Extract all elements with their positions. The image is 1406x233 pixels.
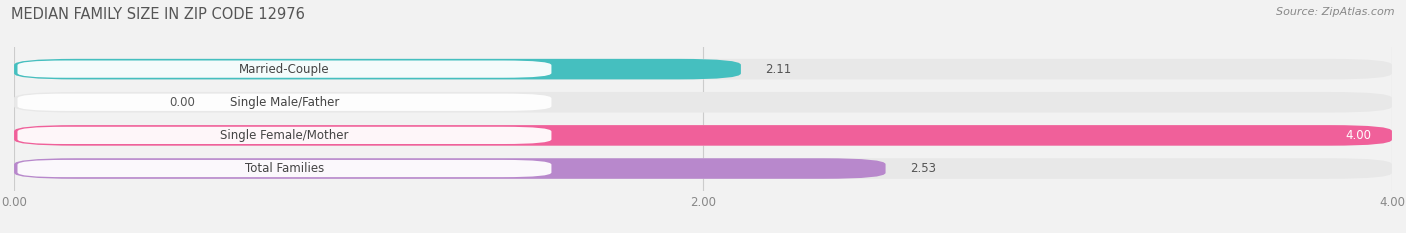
FancyBboxPatch shape: [14, 92, 1392, 113]
Text: Married-Couple: Married-Couple: [239, 63, 330, 76]
Text: 2.53: 2.53: [910, 162, 935, 175]
Text: Total Families: Total Families: [245, 162, 325, 175]
Text: 0.00: 0.00: [169, 96, 195, 109]
FancyBboxPatch shape: [14, 59, 741, 79]
Text: 2.11: 2.11: [765, 63, 792, 76]
Text: MEDIAN FAMILY SIZE IN ZIP CODE 12976: MEDIAN FAMILY SIZE IN ZIP CODE 12976: [11, 7, 305, 22]
FancyBboxPatch shape: [17, 160, 551, 177]
Text: Single Female/Mother: Single Female/Mother: [221, 129, 349, 142]
Text: Source: ZipAtlas.com: Source: ZipAtlas.com: [1277, 7, 1395, 17]
FancyBboxPatch shape: [17, 61, 551, 78]
FancyBboxPatch shape: [17, 94, 551, 111]
Text: Single Male/Father: Single Male/Father: [229, 96, 339, 109]
FancyBboxPatch shape: [14, 158, 886, 179]
FancyBboxPatch shape: [14, 125, 1392, 146]
FancyBboxPatch shape: [14, 158, 1392, 179]
FancyBboxPatch shape: [14, 125, 1392, 146]
Text: 4.00: 4.00: [1346, 129, 1371, 142]
FancyBboxPatch shape: [14, 59, 1392, 79]
FancyBboxPatch shape: [17, 127, 551, 144]
